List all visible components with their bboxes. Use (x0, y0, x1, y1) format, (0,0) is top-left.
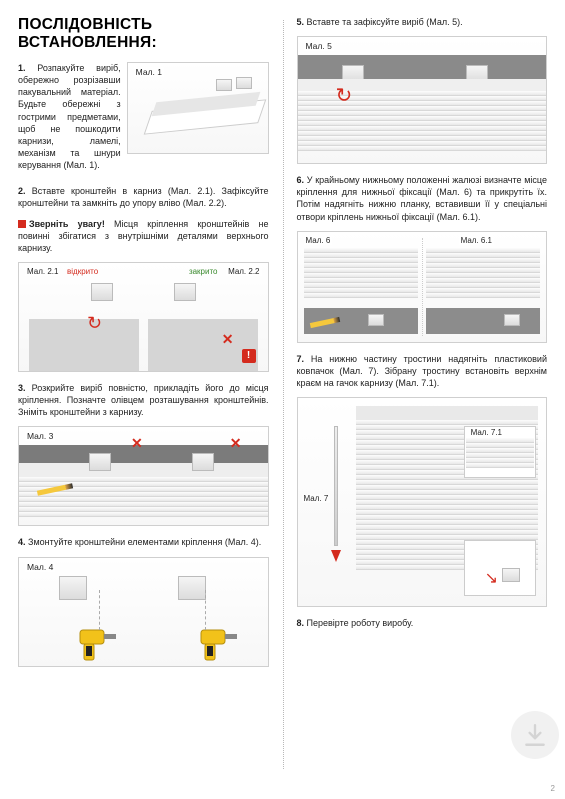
x-icon: ✕ (131, 435, 143, 452)
figure-5: Мал. 5 ↻ (297, 36, 548, 164)
figure-2: Мал. 2.1 відкрито закрито Мал. 2.2 ↻ ✕ ! (18, 262, 269, 372)
drill-icon (198, 628, 240, 662)
fig-7-label: Мал. 7 (302, 494, 331, 503)
figure-1: Мал. 1 (127, 62, 269, 154)
step-3-text: 3. Розкрийте виріб повністю, прикладіть … (18, 382, 269, 418)
drill-icon (77, 628, 119, 662)
step-body-6: У крайньому нижньому положенні жалюзі ви… (297, 175, 548, 221)
step-body-3: Розкрийте виріб повністю, прикладіть йог… (18, 383, 269, 417)
warning-icon (18, 220, 26, 228)
step-body-4: Змонтуйте кронштейни елементами кріпленн… (28, 537, 261, 547)
column-divider (283, 20, 284, 769)
figure-6: Мал. 6 Мал. 6.1 (297, 231, 548, 343)
step-2-text: 2. Вставте кронштейн в карниз (Мал. 2.1)… (18, 185, 269, 209)
fig-5-label: Мал. 5 (304, 41, 334, 51)
left-column: ПОСЛІДОВНІСТЬ ВСТАНОВЛЕННЯ: 1. Розпакуйт… (0, 0, 283, 799)
fig-4-label: Мал. 4 (25, 562, 55, 572)
step-4-text: 4. Змонтуйте кронштейни елементами кріпл… (18, 536, 269, 548)
step-body-8: Перевірте роботу виробу. (307, 618, 414, 628)
arrow-icon: ↘ (485, 568, 498, 588)
warn-label: Зверніть увагу! (29, 219, 105, 229)
step-7-text: 7. На нижню частину тростини надягніть п… (297, 353, 548, 389)
fig-6-label: Мал. 6 (304, 236, 333, 245)
warn-badge-icon: ! (242, 349, 256, 363)
arrow-icon: ↻ (336, 83, 353, 108)
fig-71-label: Мал. 7.1 (469, 428, 504, 437)
page: ПОСЛІДОВНІСТЬ ВСТАНОВЛЕННЯ: 1. Розпакуйт… (0, 0, 565, 799)
fig-22-state: закрито (189, 267, 218, 276)
fig-21-label: Мал. 2.1 (25, 267, 60, 276)
step-num-1: 1. (18, 63, 26, 73)
step-2-warning: Зверніть увагу! Місця кріплення кронштей… (18, 218, 269, 254)
fig-21-state: відкрито (67, 267, 98, 276)
figure-7: Мал. 7 Мал. 7.1 ↘ (297, 397, 548, 607)
step-num-8: 8. (297, 618, 305, 628)
step-1-text: 1. Розпакуйте виріб, обережно розрізавши… (18, 62, 121, 171)
fig-1-label: Мал. 1 (134, 67, 164, 77)
step-num-2: 2. (18, 186, 26, 196)
fig-22-label: Мал. 2.2 (226, 267, 261, 276)
step-8-text: 8. Перевірте роботу виробу. (297, 617, 548, 629)
fig-3-label: Мал. 3 (25, 431, 55, 441)
step-num-3: 3. (18, 383, 26, 393)
step-6-text: 6. У крайньому нижньому положенні жалюзі… (297, 174, 548, 223)
figure-4: Мал. 4 (18, 557, 269, 667)
x-icon: ✕ (222, 331, 234, 348)
step-body-7: На нижню частину тростини надягніть плас… (297, 354, 548, 388)
fig-61-label: Мал. 6.1 (459, 236, 494, 245)
step-body-1: Розпакуйте виріб, обережно розрізавши па… (18, 63, 121, 170)
step-num-6: 6. (297, 175, 305, 185)
x-icon: ✕ (230, 435, 242, 452)
page-title: ПОСЛІДОВНІСТЬ ВСТАНОВЛЕННЯ: (18, 16, 269, 52)
step-1-row: 1. Розпакуйте виріб, обережно розрізавши… (18, 62, 269, 179)
step-num-5: 5. (297, 17, 305, 27)
arrow-icon: ↻ (87, 313, 102, 334)
figure-3: Мал. 3 ✕ ✕ (18, 426, 269, 526)
step-body-2: Вставте кронштейн в карниз (Мал. 2.1). З… (18, 186, 269, 208)
step-body-5: Вставте та зафіксуйте виріб (Мал. 5). (307, 17, 463, 27)
page-number: 2 (551, 784, 555, 793)
step-5-text: 5. Вставте та зафіксуйте виріб (Мал. 5). (297, 16, 548, 28)
step-num-7: 7. (297, 354, 305, 364)
step-num-4: 4. (18, 537, 26, 547)
right-column: 5. Вставте та зафіксуйте виріб (Мал. 5).… (283, 0, 565, 799)
